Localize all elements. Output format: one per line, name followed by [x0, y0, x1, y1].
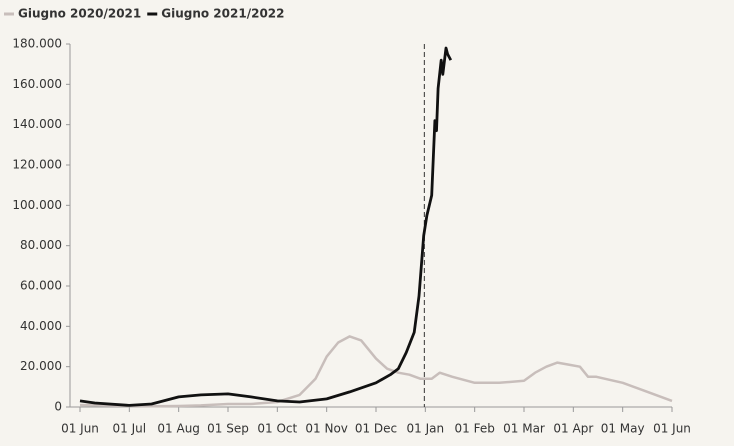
y-tick-label: 80.000 [20, 238, 62, 252]
y-tick-label: 180.000 [12, 37, 62, 51]
x-tick-label: 01 Jan [407, 422, 445, 436]
y-tick-label: 120.000 [12, 158, 62, 172]
x-tick-label: 01 Jun [61, 422, 99, 436]
x-tick-label: 01 Sep [207, 422, 249, 436]
y-tick-label: 0 [54, 400, 62, 414]
y-tick-label: 160.000 [12, 77, 62, 91]
y-tick-label: 40.000 [20, 319, 62, 333]
x-tick-label: 01 Mar [503, 422, 545, 436]
x-tick-label: 01 Nov [305, 422, 348, 436]
y-tick-label: 60.000 [20, 279, 62, 293]
x-tick-label: 01 Jun [653, 422, 691, 436]
line [79, 46, 453, 407]
x-tick-label: 01 Dec [355, 422, 397, 436]
legend-label: Giugno 2020/2021 [18, 7, 141, 21]
x-tick-label: 01 Apr [553, 422, 593, 436]
legend-label: Giugno 2021/2022 [161, 7, 284, 21]
y-tick-label: 140.000 [12, 117, 62, 131]
line [79, 335, 673, 408]
y-tick-label: 100.000 [12, 198, 62, 212]
x-tick-label: 01 May [601, 422, 645, 436]
x-tick-label: 01 Jul [113, 422, 147, 436]
x-tick-label: 01 Feb [454, 422, 494, 436]
x-tick-label: 01 Aug [157, 422, 200, 436]
x-tick-label: 01 Oct [257, 422, 297, 436]
y-tick-label: 20.000 [20, 359, 62, 373]
